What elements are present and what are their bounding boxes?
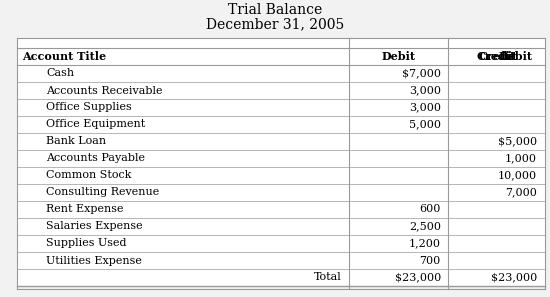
Text: Accounts Payable: Accounts Payable <box>46 154 145 164</box>
Text: Cash: Cash <box>46 69 74 78</box>
Text: $5,000: $5,000 <box>498 137 537 146</box>
Text: Office Supplies: Office Supplies <box>46 102 132 113</box>
Text: Debit: Debit <box>382 51 416 62</box>
Text: $7,000: $7,000 <box>402 69 441 78</box>
Text: 2,500: 2,500 <box>409 222 441 231</box>
Text: 7,000: 7,000 <box>505 187 537 198</box>
Text: 3,000: 3,000 <box>409 102 441 113</box>
Text: Office Equipment: Office Equipment <box>46 119 145 129</box>
Text: Bank Loan: Bank Loan <box>46 137 106 146</box>
Text: 1,000: 1,000 <box>505 154 537 164</box>
Text: Debit: Debit <box>382 51 416 62</box>
Text: 600: 600 <box>420 205 441 214</box>
Text: Accounts Receivable: Accounts Receivable <box>46 86 163 96</box>
Text: Credit: Credit <box>478 51 518 62</box>
Text: $23,000: $23,000 <box>491 273 537 282</box>
Text: Salaries Expense: Salaries Expense <box>46 222 143 231</box>
Text: $23,000: $23,000 <box>394 273 441 282</box>
Text: Utilities Expense: Utilities Expense <box>46 255 142 266</box>
Text: 10,000: 10,000 <box>498 170 537 181</box>
Text: Account Title: Account Title <box>22 51 106 62</box>
Text: Rent Expense: Rent Expense <box>46 205 124 214</box>
Text: 3,000: 3,000 <box>409 86 441 96</box>
Text: Debit: Debit <box>499 51 532 62</box>
Text: 700: 700 <box>420 255 441 266</box>
Text: 5,000: 5,000 <box>409 119 441 129</box>
Text: Common Stock: Common Stock <box>46 170 131 181</box>
Text: December 31, 2005: December 31, 2005 <box>206 17 344 31</box>
Text: Trial Balance: Trial Balance <box>228 3 322 17</box>
Text: 1,200: 1,200 <box>409 238 441 249</box>
Text: Consulting Revenue: Consulting Revenue <box>46 187 160 198</box>
Text: Credit: Credit <box>477 51 516 62</box>
Bar <box>16 38 544 286</box>
Text: Total: Total <box>314 273 342 282</box>
Text: Supplies Used: Supplies Used <box>46 238 127 249</box>
